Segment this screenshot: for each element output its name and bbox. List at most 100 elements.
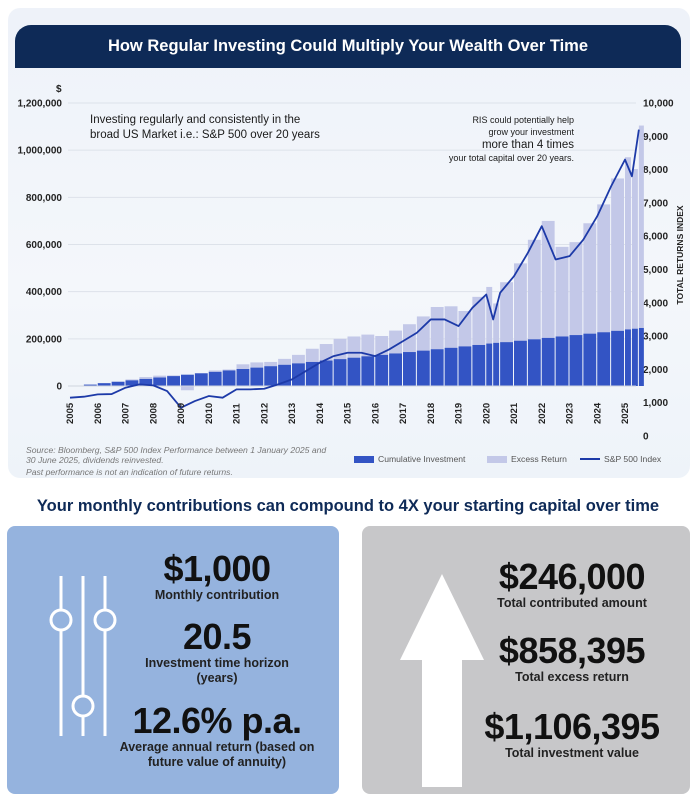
stat-total-value: $1,106,395 Total investment value bbox=[462, 708, 682, 761]
excess-return-bar bbox=[611, 178, 624, 331]
cumulative-investment-bar bbox=[361, 356, 375, 386]
excess-return-bar bbox=[236, 364, 250, 370]
results-panel: $246,000 Total contributed amount $858,3… bbox=[362, 526, 690, 794]
cumulative-investment-bar bbox=[125, 380, 139, 386]
cumulative-investment-bar bbox=[583, 333, 597, 386]
x-tick: 2008 bbox=[148, 403, 159, 424]
excess-return-bar bbox=[625, 157, 631, 330]
excess-return-bar bbox=[319, 344, 333, 361]
x-tick: 2013 bbox=[287, 403, 298, 424]
disclaimer: Past performance is not an indication of… bbox=[26, 467, 233, 477]
annotation-highlight: more than 4 times bbox=[481, 139, 574, 151]
y-tick-right: 0 bbox=[643, 432, 649, 443]
excess-return-bar bbox=[493, 303, 500, 343]
excess-return-bar bbox=[527, 239, 541, 340]
cumulative-investment-bar bbox=[625, 329, 631, 386]
cumulative-investment-bar bbox=[83, 384, 97, 386]
excess-return-bar bbox=[139, 377, 153, 379]
cumulative-investment-bar bbox=[333, 359, 347, 386]
excess-return-bar bbox=[541, 220, 555, 338]
cumulative-investment-bar bbox=[111, 381, 125, 386]
sp500-index-line bbox=[69, 129, 640, 409]
stat-value: $858,395 bbox=[498, 630, 646, 671]
stat-label: Investment time horizon (years) bbox=[145, 656, 289, 685]
stat-total-excess: $858,395 Total excess return bbox=[462, 632, 682, 685]
excess-return-bar bbox=[292, 354, 305, 364]
x-tick: 2023 bbox=[565, 403, 576, 424]
cumulative-investment-bar bbox=[97, 383, 111, 386]
excess-return-bar bbox=[361, 334, 375, 357]
cumulative-investment-bar bbox=[208, 371, 222, 386]
source-line: Source: Bloomberg, S&P 500 Index Perform… bbox=[26, 445, 327, 455]
y-tick-left: 800,000 bbox=[26, 193, 63, 204]
annotation-line: grow your investment bbox=[488, 127, 574, 137]
x-tick: 2018 bbox=[426, 403, 437, 424]
annotation-line: broad US Market i.e.: S&P 500 over 20 ye… bbox=[90, 129, 320, 141]
right-annotation: RIS could potentially help grow your inv… bbox=[449, 114, 574, 164]
x-tick: 2005 bbox=[65, 402, 76, 424]
left-annotation: Investing regularly and consistently in … bbox=[90, 113, 320, 143]
cumulative-investment-bar bbox=[236, 369, 250, 386]
excess-return-bar bbox=[208, 370, 222, 372]
excess-return-bar bbox=[181, 386, 194, 391]
cumulative-investment-bar bbox=[347, 357, 361, 386]
cumulative-investment-bar bbox=[403, 352, 416, 386]
annotation-line: your total capital over 20 years. bbox=[448, 153, 574, 163]
excess-return-bar bbox=[222, 369, 236, 371]
y-tick-left: 1,200,000 bbox=[18, 99, 63, 110]
chart-title-banner: How Regular Investing Could Multiply You… bbox=[15, 25, 681, 68]
y-tick-left: 200,000 bbox=[26, 334, 63, 345]
excess-return-bar bbox=[167, 375, 180, 377]
excess-return-bar bbox=[583, 223, 597, 334]
stat-value: 12.6% p.a. bbox=[132, 700, 302, 741]
cumulative-investment-bar bbox=[555, 336, 569, 386]
y-tick-right: 1,000 bbox=[643, 398, 668, 409]
cumulative-investment-bar bbox=[631, 328, 638, 386]
stat-value: $246,000 bbox=[498, 556, 646, 597]
y-tick-right: 7,000 bbox=[643, 198, 668, 209]
excess-return-bar bbox=[486, 286, 493, 344]
cumulative-investment-bar bbox=[569, 335, 583, 386]
stat-label: Total investment value bbox=[505, 746, 639, 760]
y-axis-left-label: $ bbox=[56, 84, 62, 95]
cumulative-investment-bar bbox=[389, 353, 402, 386]
excess-return-bar bbox=[555, 246, 569, 337]
cumulative-investment-bar bbox=[514, 340, 527, 386]
arrow-up-icon bbox=[400, 574, 484, 787]
excess-return-bar bbox=[631, 169, 638, 329]
y-tick-right: 10,000 bbox=[643, 99, 674, 110]
stat-label: Total excess return bbox=[515, 670, 629, 684]
excess-return-bar bbox=[514, 263, 527, 341]
cumulative-investment-bar bbox=[153, 377, 167, 386]
legend-index: S&P 500 Index bbox=[580, 454, 661, 464]
excess-return-bar bbox=[638, 125, 644, 328]
excess-return-bar bbox=[347, 336, 361, 358]
annotation-line: Investing regularly and consistently in … bbox=[90, 114, 301, 126]
stat-time-horizon: 20.5 Investment time horizon (years) bbox=[127, 618, 307, 686]
cumulative-investment-bar bbox=[493, 342, 500, 386]
sliders-icon bbox=[49, 576, 117, 736]
x-tick: 2011 bbox=[232, 403, 243, 424]
cumulative-investment-bar bbox=[527, 339, 541, 386]
x-tick: 2006 bbox=[93, 403, 104, 424]
legend-swatch bbox=[354, 455, 374, 463]
stat-value: $1,106,395 bbox=[484, 706, 660, 747]
legend-label: S&P 500 Index bbox=[604, 454, 662, 464]
x-tick: 2014 bbox=[315, 402, 326, 424]
stat-total-contributed: $246,000 Total contributed amount bbox=[462, 558, 682, 611]
excess-return-bar bbox=[264, 361, 278, 367]
x-tick: 2019 bbox=[454, 403, 465, 424]
y-tick-left: 600,000 bbox=[26, 240, 63, 251]
excess-return-bar bbox=[305, 348, 319, 362]
x-tick: 2007 bbox=[121, 403, 132, 424]
cumulative-investment-bar bbox=[181, 374, 194, 386]
cumulative-investment-bar bbox=[250, 367, 264, 386]
legend-label: Excess Return bbox=[511, 454, 567, 464]
excess-return-bar bbox=[375, 336, 389, 355]
cumulative-investment-bar bbox=[472, 344, 486, 386]
stat-annual-return: 12.6% p.a. Average annual return (based … bbox=[117, 702, 317, 770]
excess-return-bar bbox=[472, 296, 486, 345]
x-tick: 2022 bbox=[537, 403, 548, 424]
cumulative-investment-bar bbox=[430, 349, 444, 386]
x-tick: 2020 bbox=[481, 403, 492, 424]
